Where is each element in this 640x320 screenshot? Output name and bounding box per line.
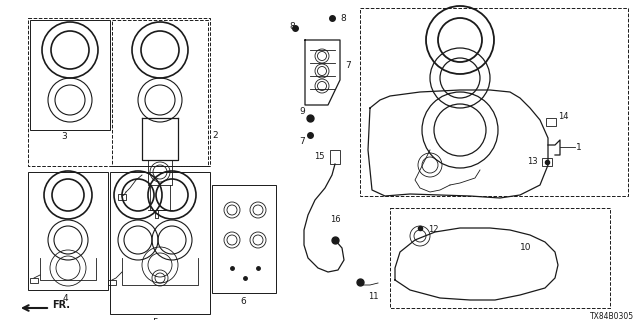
Text: 12: 12	[428, 226, 438, 235]
Text: 14: 14	[558, 112, 568, 121]
Bar	[108, 280, 116, 285]
Text: 10: 10	[520, 244, 531, 252]
Text: 7: 7	[300, 138, 305, 147]
Text: 2: 2	[212, 131, 218, 140]
Text: 13: 13	[527, 157, 538, 166]
Bar	[112, 20, 208, 166]
Text: 8: 8	[340, 14, 346, 23]
Bar	[390, 208, 610, 308]
Bar	[542, 158, 552, 166]
Text: 15: 15	[314, 152, 325, 161]
Bar	[28, 172, 108, 290]
Text: TX84B0305: TX84B0305	[590, 312, 634, 320]
Bar	[360, 8, 628, 196]
Text: 7: 7	[345, 60, 351, 69]
Text: 5: 5	[152, 318, 158, 320]
Bar	[28, 18, 210, 166]
Bar	[546, 118, 556, 126]
Text: 16: 16	[330, 215, 340, 225]
Bar	[110, 172, 210, 314]
Text: FR.: FR.	[52, 300, 70, 310]
Bar	[212, 185, 276, 293]
Text: 11: 11	[368, 292, 378, 301]
Text: 9: 9	[300, 108, 305, 116]
Bar	[30, 20, 110, 130]
Bar	[330, 150, 340, 164]
Text: 3: 3	[61, 132, 67, 141]
Text: 6: 6	[240, 297, 246, 306]
Text: 1: 1	[576, 142, 582, 151]
Text: 8: 8	[289, 22, 295, 31]
Bar	[118, 194, 126, 200]
Text: 4: 4	[62, 294, 68, 303]
Bar	[30, 278, 38, 283]
